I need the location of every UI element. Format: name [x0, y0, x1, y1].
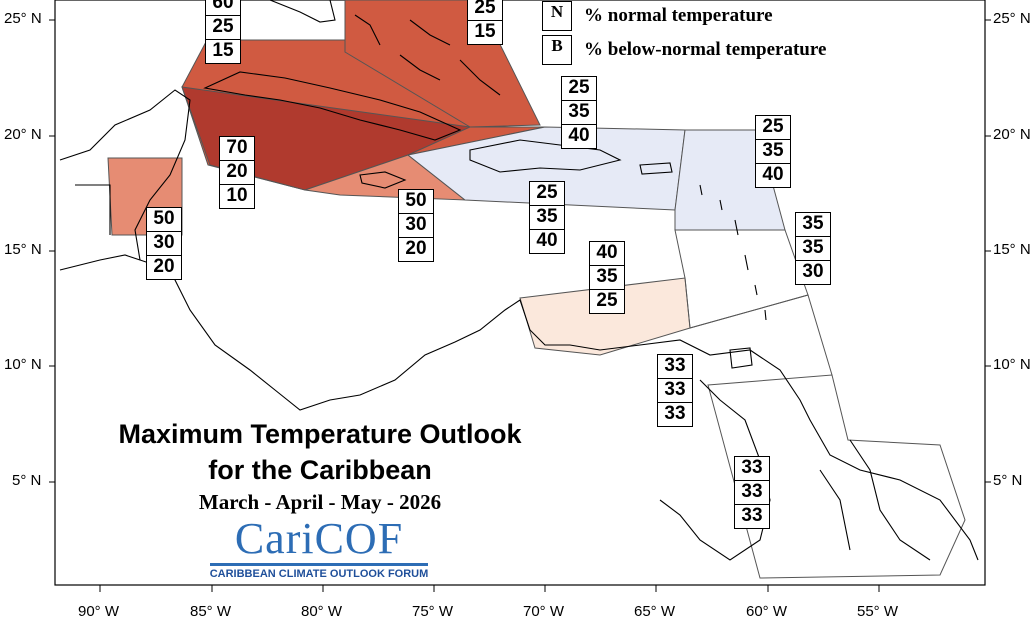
prob-normal: 35 — [590, 266, 624, 290]
lat-label-left-15: 15° N — [4, 241, 42, 258]
prob-above: 33 — [735, 457, 769, 481]
lat-label-right-15: 15° N — [993, 241, 1031, 258]
prob-below: 15 — [212, 40, 234, 61]
prob-below: 15 — [474, 21, 496, 42]
prob-above: 50 — [147, 208, 181, 232]
prob-below: 30 — [802, 261, 824, 282]
prob-box-jamaica: 50 30 20 — [398, 189, 434, 262]
prob-above: 33 — [658, 355, 692, 379]
prob-box-guianas: 33 33 33 — [734, 456, 770, 529]
prob-box-leeward-islands: 25 35 40 — [755, 115, 791, 188]
zone-trinidad-line — [689, 294, 833, 376]
prob-normal: 35 — [530, 206, 564, 230]
tick-marks — [49, 19, 991, 592]
prob-below: 20 — [405, 238, 427, 259]
prob-box-windward-islands: 35 35 30 — [795, 212, 831, 285]
prob-above: 25 — [530, 182, 564, 206]
lon-label-55: 55° W — [857, 603, 899, 620]
lat-label-left-20: 20° N — [4, 126, 42, 143]
prob-normal: 33 — [658, 379, 692, 403]
legend-text-below: % below-normal temperature — [584, 39, 827, 60]
zone-guianas — [707, 374, 966, 579]
prob-normal: 30 — [399, 214, 433, 238]
logo-wordmark: CariCOF — [234, 514, 404, 563]
prob-normal: 33 — [735, 481, 769, 505]
lon-label-65: 65° W — [634, 603, 676, 620]
lon-label-80: 80° W — [301, 603, 343, 620]
prob-below: 40 — [762, 164, 784, 185]
logo-underline — [210, 563, 428, 566]
prob-box-abc-islands: 40 35 25 — [589, 241, 625, 314]
map-title: Maximum Temperature Outlook — [118, 419, 522, 449]
prob-box-trinidad-tobago: 33 33 33 — [657, 354, 693, 427]
legend-key-below: B — [542, 35, 572, 65]
prob-below: 33 — [664, 403, 686, 424]
legend-key-normal: N — [542, 1, 572, 31]
lat-label-left-5: 5° N — [12, 472, 42, 489]
zone-abc — [519, 277, 691, 356]
legend-text-normal: % normal temperature — [584, 5, 773, 26]
prob-box-turks-caicos: 25 35 40 — [561, 76, 597, 149]
prob-below: 40 — [536, 230, 558, 251]
prob-box-bahamas-northwest: 60 25 15 — [205, 0, 241, 64]
prob-below: 25 — [596, 290, 618, 311]
prob-normal: 35 — [756, 140, 790, 164]
lon-label-90: 90° W — [78, 603, 120, 620]
prob-normal: 35 — [562, 101, 596, 125]
prob-below: 20 — [153, 256, 175, 277]
prob-below: 33 — [741, 505, 763, 526]
logo-subtitle: CARIBBEAN CLIMATE OUTLOOK FORUM — [209, 568, 429, 580]
lat-label-left-25: 25° N — [4, 10, 42, 27]
lon-label-70: 70° W — [523, 603, 565, 620]
prob-above: 40 — [590, 242, 624, 266]
prob-normal: 35 — [796, 237, 830, 261]
prob-above: 25 — [756, 116, 790, 140]
coastlines — [59, 0, 979, 561]
prob-above: 60 — [206, 0, 240, 16]
map-title-line2: for the Caribbean — [208, 455, 432, 485]
prob-normal: 30 — [147, 232, 181, 256]
prob-box-bahamas-southeast: 25 15 — [467, 0, 503, 45]
lat-label-right-25: 25° N — [993, 10, 1031, 27]
prob-above: 50 — [399, 190, 433, 214]
lat-label-right-10: 10° N — [993, 356, 1031, 373]
prob-normal: 20 — [220, 161, 254, 185]
season-label: March - April - May - 2026 — [198, 490, 442, 514]
prob-box-hispaniola: 25 35 40 — [529, 181, 565, 254]
prob-below: 40 — [568, 125, 590, 146]
prob-normal: 25 — [468, 0, 502, 21]
prob-normal: 25 — [206, 16, 240, 40]
caricof-logo: CariCOF CARIBBEAN CLIMATE OUTLOOK FORUM — [204, 514, 434, 581]
legend-below: B % below-normal temperature — [542, 35, 826, 65]
prob-above: 35 — [796, 213, 830, 237]
legend-normal: N % normal temperature — [542, 1, 773, 31]
lon-label-75: 75° W — [412, 603, 454, 620]
lat-label-left-10: 10° N — [4, 356, 42, 373]
lon-label-85: 85° W — [190, 603, 232, 620]
lon-label-60: 60° W — [746, 603, 788, 620]
prob-above: 25 — [562, 77, 596, 101]
lat-label-right-5: 5° N — [993, 472, 1023, 489]
prob-below: 10 — [226, 185, 248, 206]
lat-label-right-20: 20° N — [993, 126, 1031, 143]
prob-box-belize: 50 30 20 — [146, 207, 182, 280]
prob-above: 70 — [220, 137, 254, 161]
prob-box-cuba-east: 70 20 10 — [219, 136, 255, 209]
